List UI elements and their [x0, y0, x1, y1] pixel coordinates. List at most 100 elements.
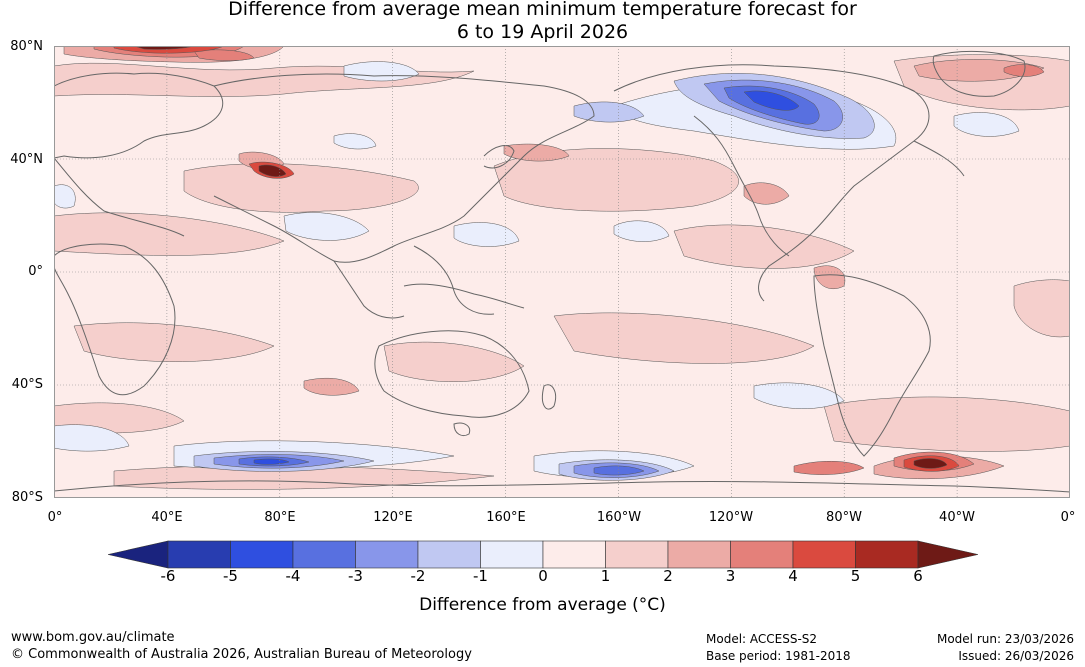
legend-swatch	[417, 540, 481, 569]
lon-label-0-right: 0°	[1060, 510, 1076, 525]
anomaly-region	[283, 212, 370, 241]
legend-swatch	[605, 540, 669, 569]
coastline	[54, 157, 185, 237]
anomaly-region	[613, 220, 670, 242]
legend-colorbar	[107, 540, 979, 570]
anomaly-region	[553, 312, 815, 364]
legend-svg	[107, 540, 979, 569]
title-line-1: Difference from average mean minimum tem…	[228, 0, 857, 20]
lon-label-160e: 160°E	[486, 510, 526, 525]
issued-date: Issued: 26/03/2026	[958, 649, 1074, 663]
legend-swatch	[542, 540, 606, 569]
legend-tick-label: -6	[160, 567, 176, 585]
coastline	[213, 73, 595, 263]
anomaly-region	[193, 49, 255, 61]
legend-tick-label: 6	[913, 567, 923, 585]
lon-label-120w: 120°W	[708, 510, 754, 525]
map-title: Difference from average mean minimum tem…	[0, 0, 1085, 44]
map-frame	[54, 46, 1070, 498]
anomaly-region	[743, 182, 790, 205]
legend-tick-label: 2	[663, 567, 673, 585]
legend-swatch	[855, 540, 919, 569]
lat-label-80s: 80°S	[11, 490, 43, 505]
lon-label-160w: 160°W	[596, 510, 642, 525]
lon-label-0-left: 0°	[47, 510, 63, 525]
base-period: Base period: 1981-2018	[706, 649, 851, 663]
legend-swatch	[230, 540, 294, 569]
anomaly-region	[793, 460, 865, 475]
anomaly-region	[913, 59, 1045, 82]
legend-tick-label: 3	[725, 567, 736, 585]
title-line-2: 6 to 19 April 2026	[456, 21, 629, 43]
coastline	[932, 50, 1026, 97]
anomaly-region	[913, 458, 948, 469]
legend-tick-label: -1	[473, 567, 488, 585]
coastline	[403, 283, 525, 309]
lon-label-120e: 120°E	[373, 510, 413, 525]
map-canvas	[54, 46, 1070, 498]
legend-swatch	[730, 540, 794, 569]
anomaly-region	[73, 322, 275, 362]
coastline	[913, 140, 965, 177]
anomaly-region	[753, 382, 845, 409]
legend-extend-min	[107, 540, 169, 569]
legend-tick-label: 1	[600, 567, 611, 585]
anomaly-region	[1003, 64, 1045, 77]
anomaly-region	[383, 341, 525, 382]
lat-label-80n: 80°N	[10, 39, 43, 54]
model-name: Model: ACCESS-S2	[706, 632, 818, 646]
coastline	[54, 480, 1070, 493]
lon-label-40e: 40°E	[151, 510, 183, 525]
anomaly-region	[54, 424, 130, 452]
legend-swatch	[480, 540, 544, 569]
graticule	[54, 46, 1070, 498]
anomaly-region	[253, 458, 290, 465]
legend-swatch	[667, 540, 731, 569]
copyright-text: © Commonwealth of Australia 2026, Austra…	[11, 647, 472, 662]
coastline	[813, 274, 931, 457]
legend-title: Difference from average (°C)	[419, 595, 666, 615]
anomaly-region	[593, 465, 645, 476]
legend-extend-max	[917, 540, 979, 569]
coastline	[693, 115, 790, 257]
anomaly-regions	[54, 46, 1070, 490]
coastline	[374, 330, 530, 418]
lon-label-80w: 80°W	[826, 510, 862, 525]
forecast-map	[54, 46, 1070, 498]
legend-tick-label: 0	[538, 567, 548, 585]
anomaly-region	[303, 377, 360, 396]
coastline	[54, 72, 224, 159]
legend-tick-label: -3	[348, 567, 363, 585]
anomaly-region	[823, 396, 1070, 452]
anomaly-region	[453, 222, 520, 247]
coastline	[483, 145, 515, 169]
lat-label-0: 0°	[28, 264, 43, 279]
anomaly-region	[54, 184, 76, 209]
legend-tick-label: -2	[410, 567, 426, 585]
lon-label-80e: 80°E	[264, 510, 296, 525]
legend-swatch	[792, 540, 856, 569]
anomaly-region	[258, 164, 287, 177]
legend-tick-label: 4	[788, 567, 798, 585]
coastline	[333, 260, 405, 319]
anomaly-region	[333, 133, 377, 150]
lat-label-40s: 40°S	[11, 377, 43, 392]
legend-swatch	[292, 540, 356, 569]
anomaly-region	[183, 163, 419, 213]
anomaly-region	[743, 90, 800, 111]
website-link[interactable]: www.bom.gov.au/climate	[11, 630, 175, 645]
legend-swatch	[167, 540, 231, 569]
coastlines	[54, 50, 1070, 493]
model-run-date: Model run: 23/03/2026	[936, 632, 1074, 646]
legend-tick-label: -5	[223, 567, 238, 585]
anomaly-region	[503, 143, 570, 162]
coastline	[54, 243, 176, 396]
legend-swatch	[355, 540, 419, 569]
anomaly-region	[953, 112, 1020, 137]
legend-tick-label: 5	[850, 567, 861, 585]
coastline	[453, 422, 471, 437]
lon-label-40w: 40°W	[939, 510, 975, 525]
lat-label-40n: 40°N	[10, 152, 43, 167]
coastline	[413, 245, 495, 315]
coastline	[541, 384, 557, 410]
